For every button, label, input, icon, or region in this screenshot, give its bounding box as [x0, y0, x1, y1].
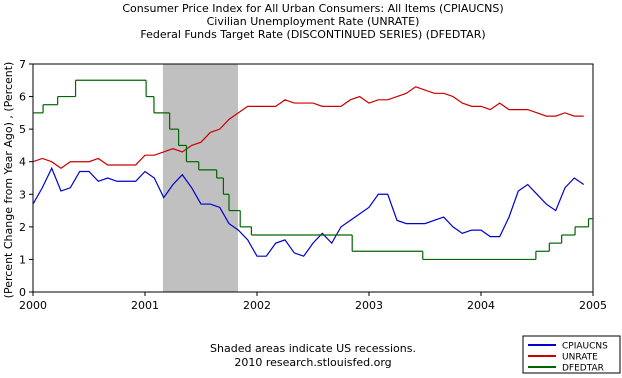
- chart-title: Consumer Price Index for All Urban Consu…: [122, 2, 503, 15]
- y-tick-label: 4: [19, 156, 26, 169]
- x-tick-label: 2001: [131, 299, 159, 312]
- x-tick-label: 2004: [467, 299, 495, 312]
- y-tick-label: 3: [19, 188, 26, 201]
- y-tick-label: 5: [19, 123, 26, 136]
- chart-title: Federal Funds Target Rate (DISCONTINUED …: [140, 28, 485, 41]
- note: Shaded areas indicate US recessions.: [210, 342, 416, 355]
- y-tick-label: 1: [19, 253, 26, 266]
- y-axis-label: (Percent Change from Year Ago) , (Percen…: [2, 62, 15, 299]
- legend-label: DFEDTAR: [562, 364, 604, 374]
- chart-title: Civilian Unemployment Rate (UNRATE): [207, 15, 420, 28]
- note: 2010 research.stlouisfed.org: [234, 356, 391, 369]
- x-tick-label: 2003: [355, 299, 383, 312]
- y-tick-label: 2: [19, 221, 26, 234]
- plot-frame: [32, 63, 594, 293]
- legend-label: UNRATE: [562, 353, 598, 363]
- y-tick-label: 6: [19, 91, 26, 104]
- legend-label: CPIAUCNS: [562, 342, 608, 352]
- x-tick-label: 2002: [243, 299, 271, 312]
- recession-band: [162, 64, 238, 292]
- x-tick-label: 2005: [579, 299, 607, 312]
- x-tick-label: 2000: [19, 299, 47, 312]
- y-tick-label: 0: [19, 286, 26, 299]
- series-line: [32, 86, 584, 169]
- y-tick-label: 7: [19, 58, 26, 71]
- series-line: [32, 166, 585, 257]
